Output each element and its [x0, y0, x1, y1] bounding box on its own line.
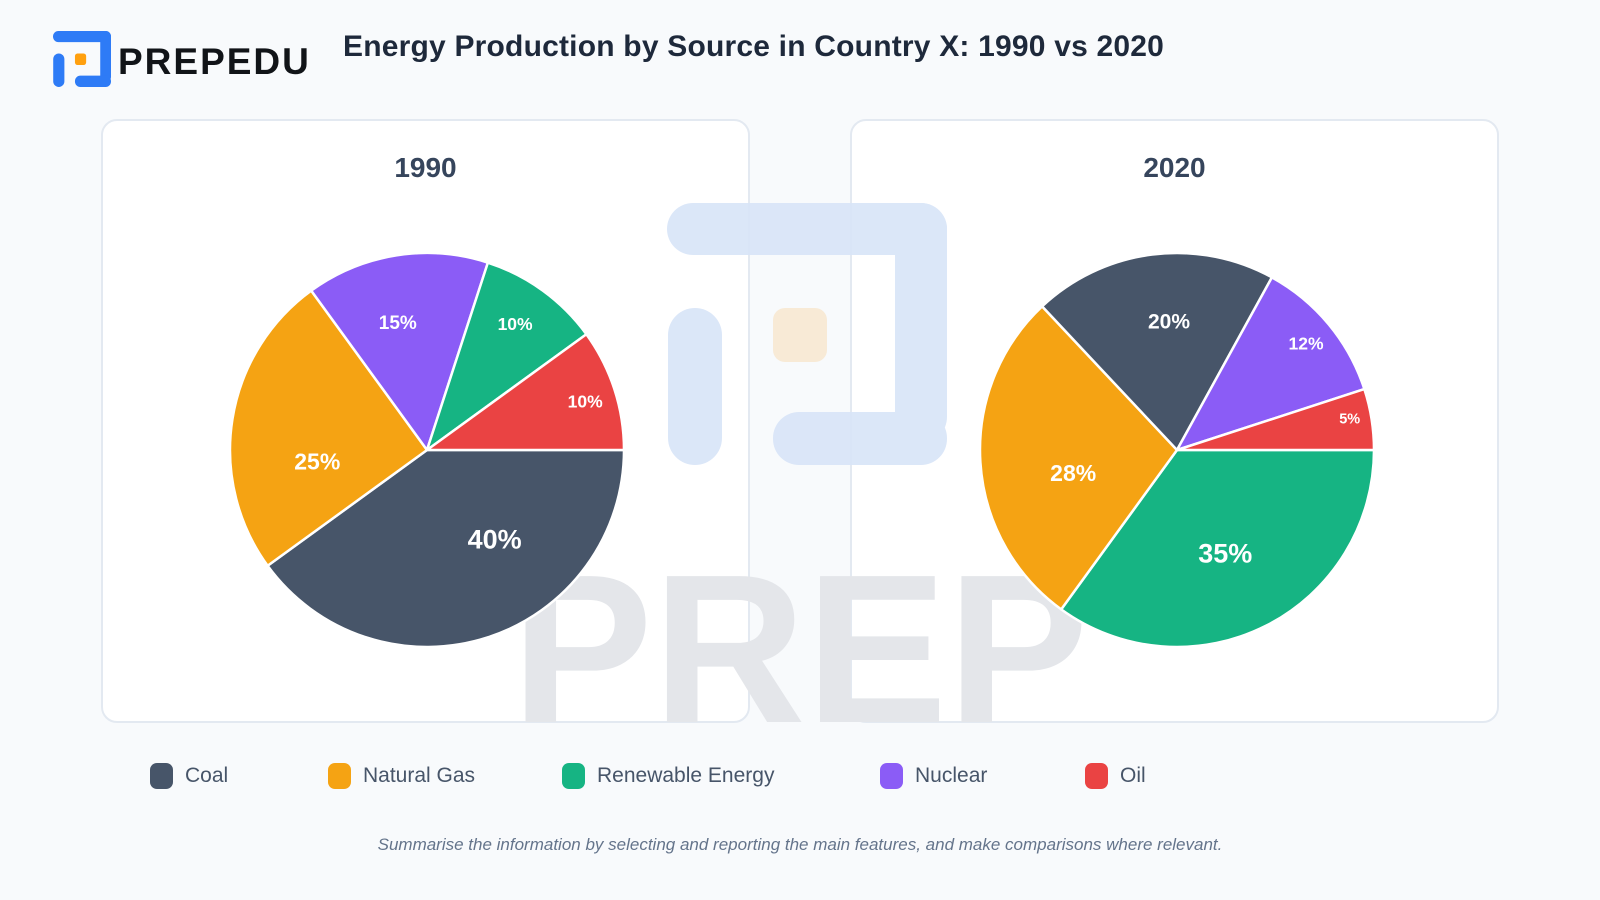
slice-label-renewable-energy-1990: 10%	[498, 314, 533, 334]
legend-item-oil: Oil	[1085, 763, 1146, 789]
slice-nuclear-1990	[309, 251, 490, 452]
slice-renewable-energy-2020	[1059, 448, 1376, 649]
slice-label-coal-2020: 20%	[1148, 311, 1190, 334]
slice-label-nuclear-1990: 15%	[379, 313, 417, 334]
slice-coal-2020	[1040, 251, 1274, 452]
slice-label-natural-gas-2020: 28%	[1050, 460, 1096, 486]
slice-label-renewable-energy-2020: 35%	[1198, 539, 1252, 569]
slice-nuclear-2020	[1175, 276, 1366, 452]
slice-natural-gas-1990	[228, 289, 429, 568]
legend-swatch-renewable-energy	[562, 763, 585, 789]
slice-oil-1990	[425, 332, 626, 452]
legend-label-natural-gas: Natural Gas	[363, 764, 476, 787]
slice-renewable-energy-1990	[425, 261, 588, 452]
slice-label-oil-1990: 10%	[568, 392, 603, 412]
pie-chart-2020: 35% 28% 20% 12% 5%	[978, 251, 1376, 649]
legend-label-coal: Coal	[185, 764, 229, 787]
legend-item-nuclear: Nuclear	[880, 763, 987, 789]
prepedu-logo-icon	[53, 31, 111, 87]
slice-oil-2020	[1175, 387, 1376, 452]
chart-title-1990: 1990	[394, 152, 457, 183]
footer-instruction: Summarise the information by selecting a…	[377, 835, 1223, 854]
slice-label-nuclear-2020: 12%	[1288, 333, 1323, 353]
slice-label-natural-gas-1990: 25%	[294, 449, 340, 475]
slice-label-oil-2020: 5%	[1339, 412, 1360, 428]
legend-item-renewable-energy: Renewable Energy	[562, 763, 774, 789]
page-title: Energy Production by Source in Country X…	[343, 30, 1165, 63]
pie-chart-1990: 40% 25% 15% 10% 10%	[228, 251, 626, 649]
legend-item-coal: Coal	[150, 763, 228, 789]
legend-label-oil: Oil	[1120, 764, 1146, 787]
legend-swatch-nuclear	[880, 763, 903, 789]
slice-coal-1990	[266, 448, 626, 649]
watermark-text: PREP	[511, 530, 1089, 767]
legend-swatch-natural-gas	[328, 763, 351, 789]
legend-label-nuclear: Nuclear	[915, 764, 988, 787]
brand-name: PREPEDU	[118, 41, 311, 82]
slice-label-coal-1990: 40%	[468, 525, 522, 555]
legend-swatch-coal	[150, 763, 173, 789]
legend-item-natural-gas: Natural Gas	[328, 763, 475, 789]
chart-title-2020: 2020	[1143, 152, 1206, 183]
legend-label-renewable-energy: Renewable Energy	[597, 764, 775, 787]
legend-swatch-oil	[1085, 763, 1108, 789]
watermark-logo-icon	[667, 203, 947, 465]
slice-natural-gas-2020	[978, 305, 1179, 611]
